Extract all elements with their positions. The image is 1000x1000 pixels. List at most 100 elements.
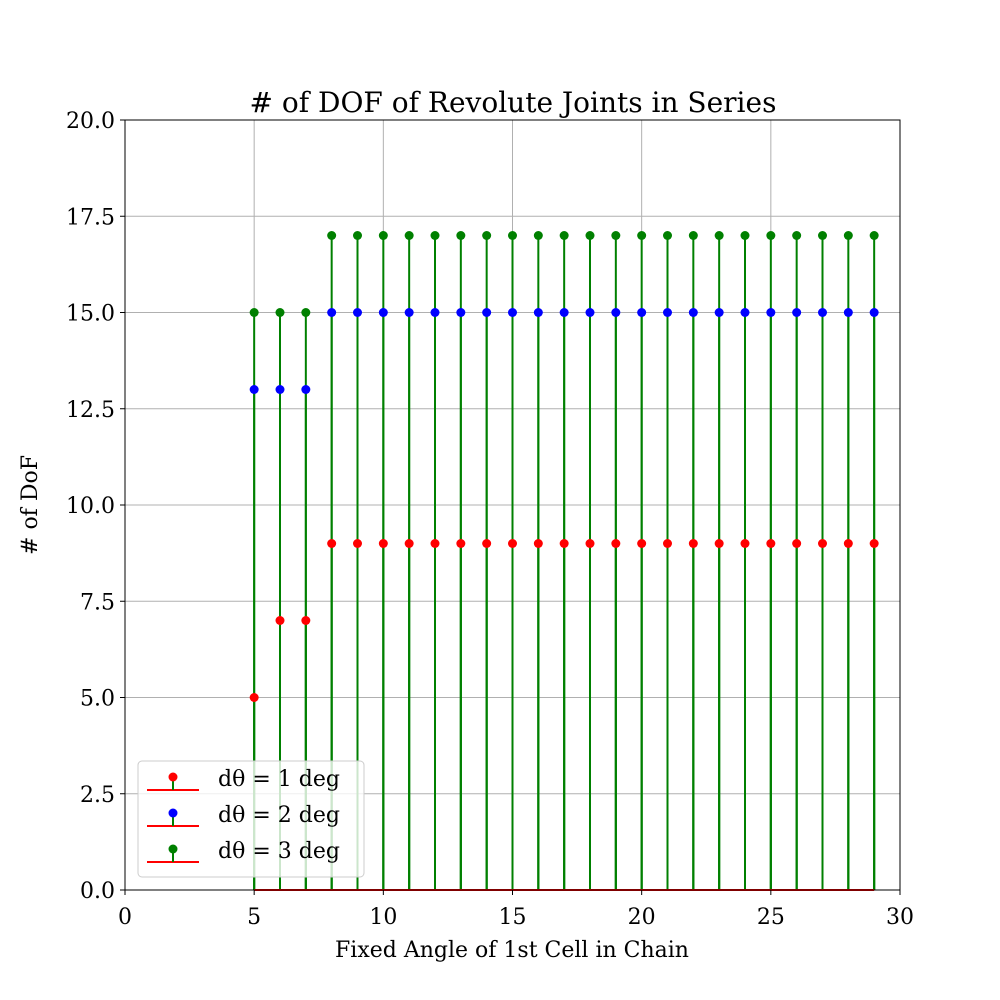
data-point-series-3 [792,231,802,240]
data-point-series-3 [585,231,595,240]
data-point-series-3 [611,231,621,240]
data-point-series-2 [559,308,569,317]
data-point-series-3 [456,231,466,240]
x-tick-label: 25 [757,905,785,930]
data-point-series-3 [559,231,569,240]
data-point-series-2 [688,308,698,317]
y-tick-label: 15.0 [66,302,115,327]
data-point-series-3 [249,308,259,317]
chart-title: # of DOF of Revolute Joints in Series [250,86,777,119]
data-point-series-1 [766,539,776,548]
data-point-series-1 [688,539,698,548]
data-point-series-3 [378,231,388,240]
y-tick-label: 7.5 [80,590,115,615]
data-point-series-3 [740,231,750,240]
data-point-series-2 [327,308,337,317]
data-point-series-2 [456,308,466,317]
data-point-series-1 [843,539,853,548]
data-point-series-1 [378,539,388,548]
legend-marker [168,808,178,818]
data-point-series-1 [327,539,337,548]
data-point-series-2 [585,308,595,317]
data-point-series-2 [843,308,853,317]
data-point-series-1 [637,539,647,548]
data-point-series-2 [482,308,492,317]
data-point-series-3 [637,231,647,240]
data-point-series-3 [818,231,827,240]
y-axis-label: # of DoF [18,455,43,555]
y-tick-label: 0.0 [80,879,115,904]
data-point-series-2 [740,308,750,317]
data-point-series-1 [456,539,466,548]
data-point-series-1 [818,539,827,548]
data-point-series-1 [559,539,569,548]
axis-ticks: 0 5 10 15 20 25 30 0.0 2.5 5.0 7.5 10.0 12.5 15.0 17.5… [66,109,914,930]
data-point-series-2 [430,308,440,317]
data-point-series-2 [249,385,259,394]
y-tick-label: 12.5 [66,398,115,423]
data-point-series-1 [275,616,285,625]
data-point-series-3 [404,231,414,240]
data-point-series-3 [843,231,853,240]
data-point-series-2 [869,308,879,317]
data-point-series-1 [482,539,492,548]
data-point-series-2 [508,308,517,317]
data-point-series-2 [714,308,724,317]
x-tick-label: 10 [369,905,397,930]
data-point-series-1 [792,539,802,548]
data-point-series-3 [508,231,517,240]
x-axis-label: Fixed Angle of 1st Cell in Chain [335,938,689,963]
data-point-series-1 [585,539,595,548]
data-point-series-2 [301,385,311,394]
legend-item: dθ = 3 deg [147,839,340,864]
data-point-series-1 [533,539,543,548]
data-point-series-1 [663,539,672,548]
data-point-series-2 [792,308,802,317]
legend-label: dθ = 3 deg [218,839,340,864]
data-point-series-3 [714,231,724,240]
legend: dθ = 1 deg dθ = 2 deg dθ = 3 deg [137,760,365,878]
data-point-series-3 [482,231,492,240]
data-point-series-3 [275,308,285,317]
y-tick-label: 5.0 [80,687,115,712]
data-point-series-3 [353,231,362,240]
data-point-series-3 [327,231,337,240]
x-tick-label: 5 [247,905,261,930]
legend-marker [168,772,178,782]
data-point-series-2 [275,385,285,394]
data-point-series-1 [508,539,517,548]
data-point-series-3 [688,231,698,240]
data-point-series-3 [869,231,879,240]
data-point-series-1 [740,539,750,548]
data-point-series-1 [404,539,414,548]
data-point-series-1 [301,616,311,625]
x-tick-label: 30 [886,905,914,930]
data-point-series-3 [430,231,440,240]
data-point-series-2 [663,308,672,317]
data-markers [249,231,879,702]
legend-label: dθ = 1 deg [218,767,340,792]
data-point-series-3 [533,231,543,240]
data-point-series-1 [714,539,724,548]
data-point-series-2 [353,308,362,317]
data-point-series-1 [869,539,879,548]
data-point-series-1 [249,693,259,702]
data-point-series-1 [353,539,362,548]
data-point-series-2 [378,308,388,317]
data-point-series-2 [533,308,543,317]
legend-marker [168,844,178,854]
data-point-series-1 [611,539,621,548]
legend-item: dθ = 2 deg [147,803,340,828]
y-tick-label: 2.5 [80,783,115,808]
y-tick-label: 20.0 [66,109,115,134]
data-point-series-2 [611,308,621,317]
legend-item: dθ = 1 deg [147,767,340,792]
x-tick-label: 0 [118,905,132,930]
legend-label: dθ = 2 deg [218,803,340,828]
data-point-series-2 [637,308,647,317]
data-point-series-2 [818,308,827,317]
y-tick-label: 10.0 [66,494,115,519]
x-tick-label: 20 [628,905,656,930]
data-point-series-2 [404,308,414,317]
